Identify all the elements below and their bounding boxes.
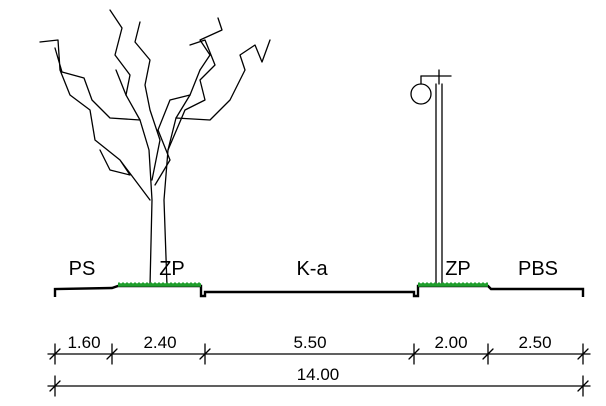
zone-label-ka: K-a bbox=[296, 258, 328, 280]
ground-line bbox=[53, 284, 585, 298]
tree-icon bbox=[39, 9, 271, 287]
lamp-globe bbox=[410, 83, 432, 105]
tree-branches bbox=[39, 9, 271, 201]
street-lamp-icon bbox=[410, 69, 452, 287]
zone-label-zp-right: ZP bbox=[445, 258, 471, 280]
zone-label-pbs: PBS bbox=[518, 258, 558, 280]
tree-trunk bbox=[115, 69, 201, 287]
dimension-ka: 5.50 bbox=[293, 333, 326, 352]
dimension-zp-right: 2.00 bbox=[434, 333, 467, 352]
total-dimension-line bbox=[47, 375, 591, 397]
segment-dimension-line bbox=[47, 343, 591, 365]
dimension-zp-left: 2.40 bbox=[143, 333, 176, 352]
zone-label-ps: PS bbox=[69, 258, 96, 280]
grass-strip-right bbox=[418, 282, 488, 287]
dimension-total: 14.00 bbox=[297, 365, 340, 384]
dimension-pbs: 2.50 bbox=[518, 333, 551, 352]
zone-label-zp-left: ZP bbox=[159, 258, 185, 280]
dimension-ps: 1.60 bbox=[67, 333, 100, 352]
grass-strip-left bbox=[118, 282, 201, 287]
